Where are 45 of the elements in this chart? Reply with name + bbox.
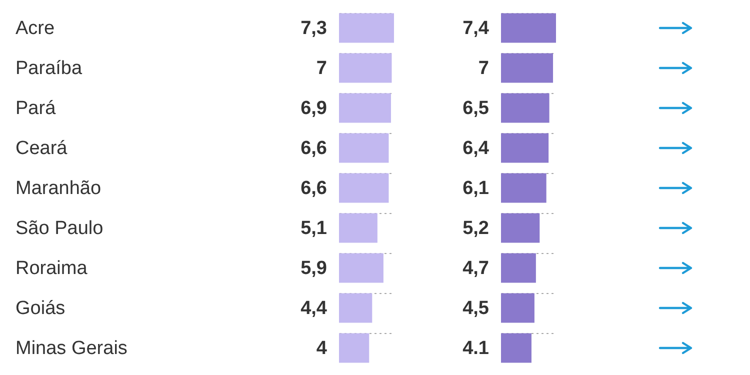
y-tick-label: Acre: [16, 18, 55, 39]
bar: [339, 333, 370, 363]
bar: [339, 133, 389, 163]
bar: [501, 133, 549, 163]
y-tick-label: São Paulo: [16, 218, 104, 239]
data-label: 6,4: [462, 138, 490, 159]
y-tick-label: Paraíba: [16, 58, 82, 79]
y-tick-label: Ceará: [16, 138, 68, 159]
bar: [339, 13, 394, 43]
data-label: 7,4: [462, 18, 490, 39]
data-label: 5,1: [300, 218, 328, 239]
bar: [339, 53, 392, 83]
bar: [501, 333, 532, 363]
data-label: 7: [478, 58, 489, 79]
data-label: 4.1: [462, 338, 490, 359]
bar: [501, 253, 536, 283]
bar: [339, 253, 384, 283]
y-tick-label: Maranhão: [16, 178, 102, 199]
bar: [339, 93, 391, 123]
bar: [339, 173, 389, 203]
data-label: 5,9: [300, 258, 327, 279]
bar: [501, 213, 540, 243]
y-tick-label: Goiás: [16, 298, 66, 319]
data-label: 7,3: [300, 18, 327, 39]
bar: [501, 53, 554, 83]
data-label: 4,7: [462, 258, 489, 279]
y-tick-label: Pará: [16, 98, 56, 119]
bar: [339, 293, 372, 323]
bar: [501, 13, 556, 43]
bar: [501, 173, 546, 203]
data-label: 4: [316, 338, 328, 359]
data-label: 6,6: [300, 138, 327, 159]
y-tick-label: Minas Gerais: [16, 338, 128, 359]
data-label: 5,2: [462, 218, 489, 239]
bar: [501, 93, 550, 123]
data-label: 6,1: [462, 178, 490, 199]
bar: [501, 293, 534, 323]
data-label: 6,9: [300, 98, 327, 119]
data-label: 6,5: [462, 98, 490, 119]
data-label: 4,4: [300, 298, 328, 319]
data-label: 6,6: [300, 178, 327, 199]
data-label: 7: [316, 58, 327, 79]
bar: [339, 213, 378, 243]
y-tick-label: Roraima: [16, 258, 88, 279]
data-label: 4,5: [462, 298, 490, 319]
